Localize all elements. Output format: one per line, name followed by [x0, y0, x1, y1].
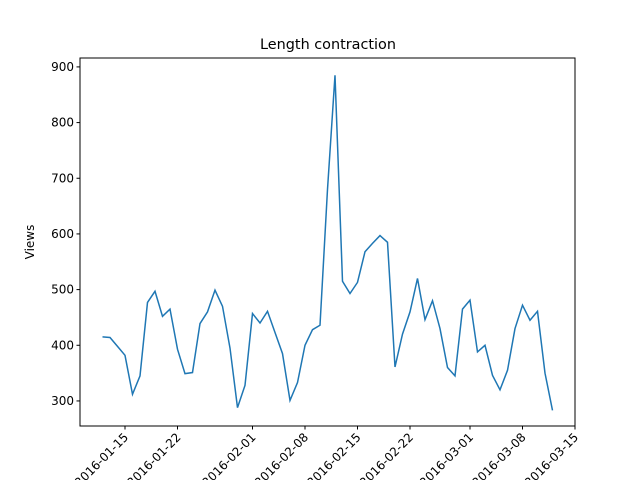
y-tick-label: 800	[51, 116, 74, 130]
y-tick-label: 600	[51, 227, 74, 241]
x-tick-label: 2016-02-01	[199, 430, 258, 480]
x-tick-label: 2016-03-08	[469, 430, 528, 480]
y-tick-label: 900	[51, 60, 74, 74]
x-tick-label: 2016-03-01	[417, 430, 476, 480]
y-tick-label: 400	[51, 338, 74, 352]
x-tick-label: 2016-02-08	[252, 430, 311, 480]
y-axis-label: Views	[23, 225, 37, 260]
data-line	[102, 75, 554, 411]
plot-frame	[79, 57, 576, 427]
x-tick-label: 2016-03-15	[522, 430, 581, 480]
x-tick-label: 2016-02-22	[357, 430, 416, 480]
y-tick-label: 500	[51, 283, 74, 297]
x-tick-label: 2016-01-15	[72, 430, 131, 480]
chart-title: Length contraction	[260, 37, 396, 53]
y-tick-label: 300	[51, 394, 74, 408]
x-tick-label: 2016-02-15	[304, 430, 363, 480]
x-tick-label: 2016-01-22	[124, 430, 183, 480]
y-tick-label: 700	[51, 171, 74, 185]
